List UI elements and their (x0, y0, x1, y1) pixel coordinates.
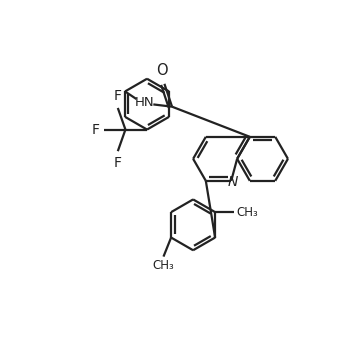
Text: HN: HN (134, 96, 154, 109)
Text: O: O (156, 64, 168, 78)
Text: F: F (114, 89, 122, 103)
Text: F: F (114, 156, 122, 170)
Text: CH₃: CH₃ (237, 206, 258, 219)
Text: CH₃: CH₃ (153, 259, 174, 272)
Text: N: N (228, 175, 238, 188)
Text: F: F (91, 123, 99, 136)
